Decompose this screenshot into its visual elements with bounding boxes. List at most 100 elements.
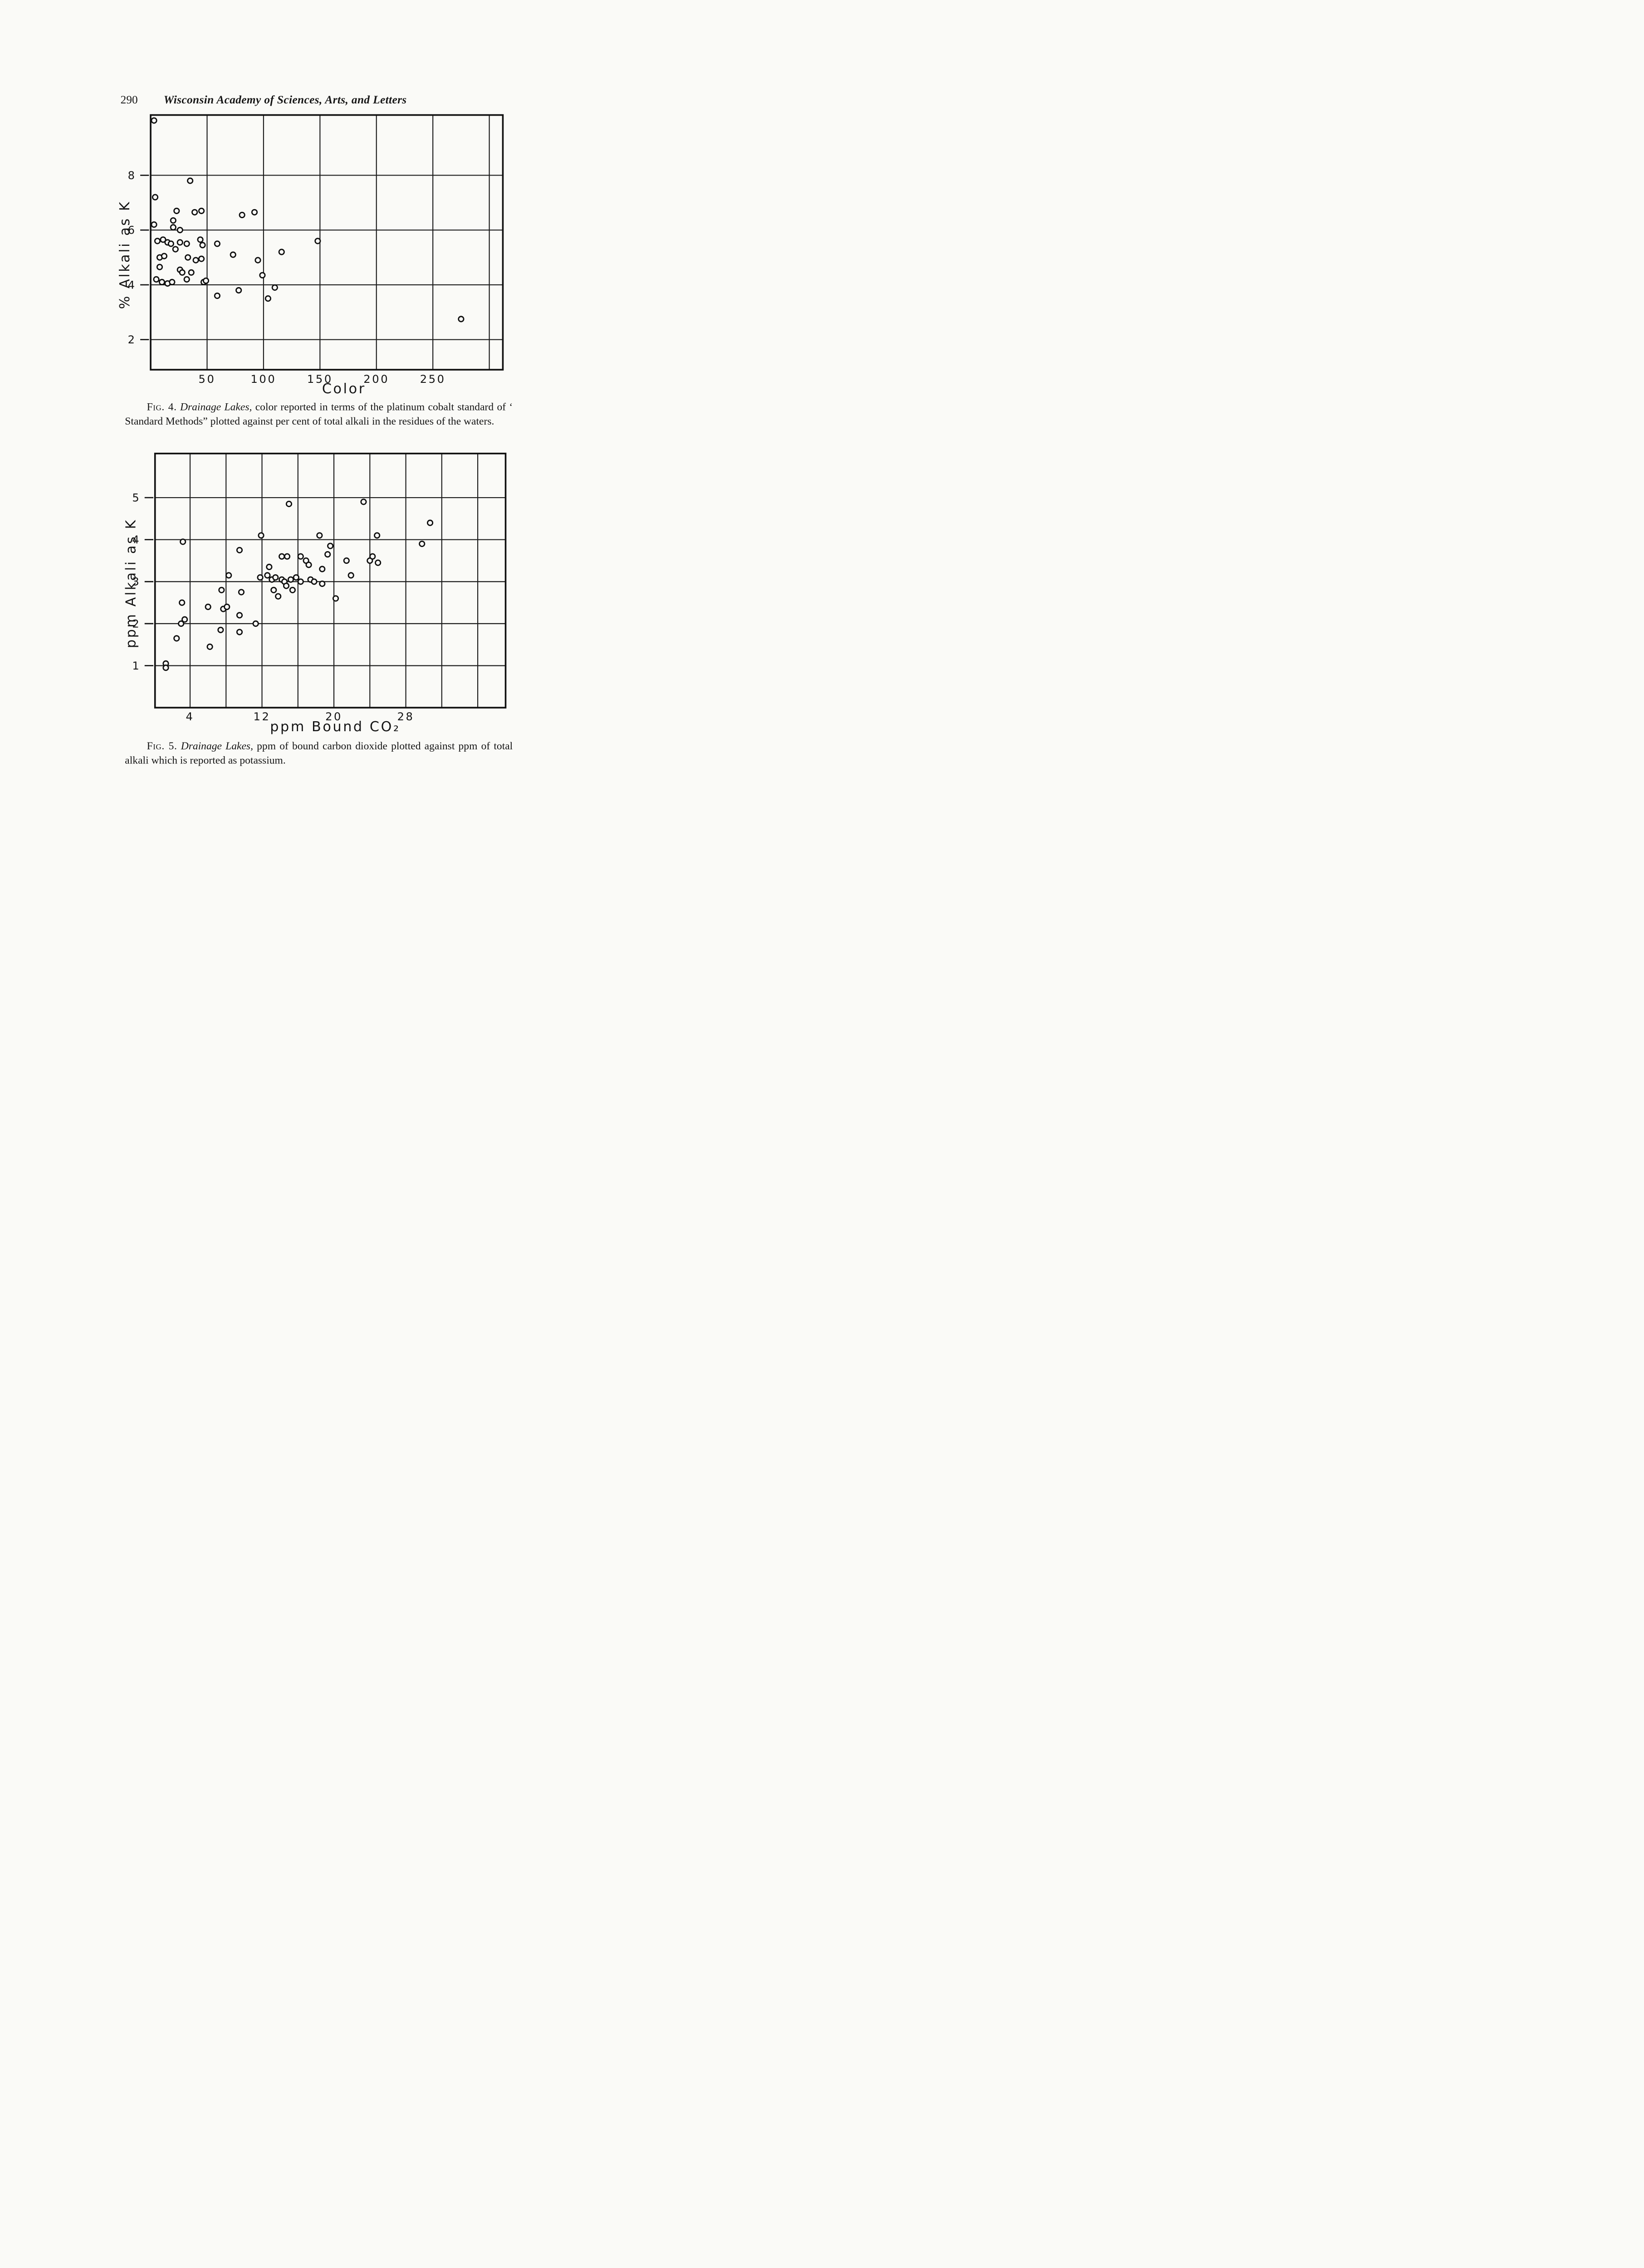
data-point [153, 276, 160, 283]
data-point [214, 240, 220, 247]
data-point [257, 574, 264, 581]
x-tick-label: 12 [254, 710, 271, 723]
data-point [191, 209, 198, 215]
data-point [179, 599, 186, 606]
data-point [369, 553, 376, 560]
data-point [154, 238, 161, 244]
data-point [251, 209, 258, 215]
data-point [275, 593, 282, 600]
data-point [254, 257, 261, 264]
data-point [225, 572, 232, 579]
data-point [316, 532, 323, 539]
y-tick-label: 5 [132, 492, 141, 504]
data-point [360, 499, 367, 505]
x-tick-label: 250 [420, 373, 446, 386]
data-point [284, 553, 291, 560]
y-tick-label: 1 [132, 660, 141, 672]
fig4-caption-title: Drainage Lakes, [180, 401, 252, 413]
fig4-caption: Fig. 4. Drainage Lakes, color reported i… [125, 401, 513, 429]
data-point [319, 566, 326, 572]
y-tick-label: 8 [128, 169, 137, 182]
data-point [266, 563, 273, 570]
data-point [160, 236, 166, 243]
data-point [427, 519, 434, 526]
data-point [183, 240, 190, 247]
data-point [198, 255, 205, 262]
fig4-caption-text: color reported in terms of the platinum … [125, 401, 513, 427]
plot-frame [150, 114, 504, 371]
y-tick-label: 3 [132, 576, 141, 588]
data-point [239, 211, 245, 219]
data-point [238, 589, 245, 596]
data-point [293, 574, 299, 581]
data-point [287, 576, 294, 583]
x-tick-label: 28 [397, 710, 415, 723]
data-point [311, 578, 318, 585]
data-point [218, 587, 225, 593]
data-point [319, 580, 326, 587]
fig4-caption-label: Fig. 4. [147, 401, 177, 413]
x-axis-label: ppm Bound CO₂ [270, 719, 400, 735]
data-point [205, 603, 211, 610]
data-point [264, 295, 271, 302]
data-point [419, 540, 426, 547]
data-point [297, 553, 304, 560]
x-tick-label: 150 [307, 373, 333, 386]
data-point [235, 287, 242, 294]
data-point [236, 629, 243, 635]
data-point [314, 238, 321, 244]
data-point [173, 207, 180, 214]
data-point [214, 292, 220, 299]
y-axis-label: % Alkali as K [117, 200, 133, 309]
data-point [198, 207, 205, 214]
data-point [170, 217, 176, 224]
data-point [224, 603, 230, 610]
data-point [158, 279, 166, 285]
y-axis-label: ppm Alkali as K [123, 518, 139, 648]
data-point [285, 500, 293, 508]
page-number: 290 [120, 93, 138, 107]
data-point [272, 574, 279, 581]
data-point [252, 620, 259, 627]
data-point [173, 635, 180, 642]
data-point [324, 551, 331, 558]
y-tick-label: 4 [132, 533, 141, 546]
data-point [343, 557, 350, 564]
data-point [169, 279, 176, 285]
data-point [289, 587, 296, 593]
data-point [152, 194, 159, 200]
y-tick-label: 2 [132, 617, 141, 630]
data-point [185, 254, 191, 261]
page: 290 Wisconsin Academy of Sciences, Arts,… [0, 0, 548, 873]
data-point [151, 221, 157, 228]
fig5-caption-label: Fig. 5. [147, 740, 177, 752]
data-point [202, 277, 210, 284]
data-point [374, 532, 381, 539]
fig5-caption-text: ppm of bound carbon dioxide plotted agai… [125, 740, 513, 767]
data-point [180, 538, 186, 545]
data-point [172, 246, 179, 253]
data-point [197, 236, 204, 243]
data-point [305, 562, 312, 568]
data-point [347, 572, 354, 579]
journal-title: Wisconsin Academy of Sciences, Arts, and… [163, 93, 407, 107]
data-point [270, 587, 277, 593]
data-point [230, 251, 236, 258]
data-point [236, 612, 243, 619]
data-point [283, 582, 290, 589]
x-axis-label: Color [322, 381, 366, 397]
data-point [264, 572, 271, 579]
data-point [170, 224, 176, 231]
data-point [151, 117, 157, 124]
data-point [199, 242, 206, 249]
data-point [156, 264, 163, 270]
data-point [187, 177, 194, 184]
data-point [192, 257, 199, 264]
x-tick-label: 200 [363, 373, 389, 386]
data-point [176, 227, 183, 234]
data-point [458, 316, 465, 323]
data-point [327, 543, 334, 549]
data-point [188, 269, 195, 276]
